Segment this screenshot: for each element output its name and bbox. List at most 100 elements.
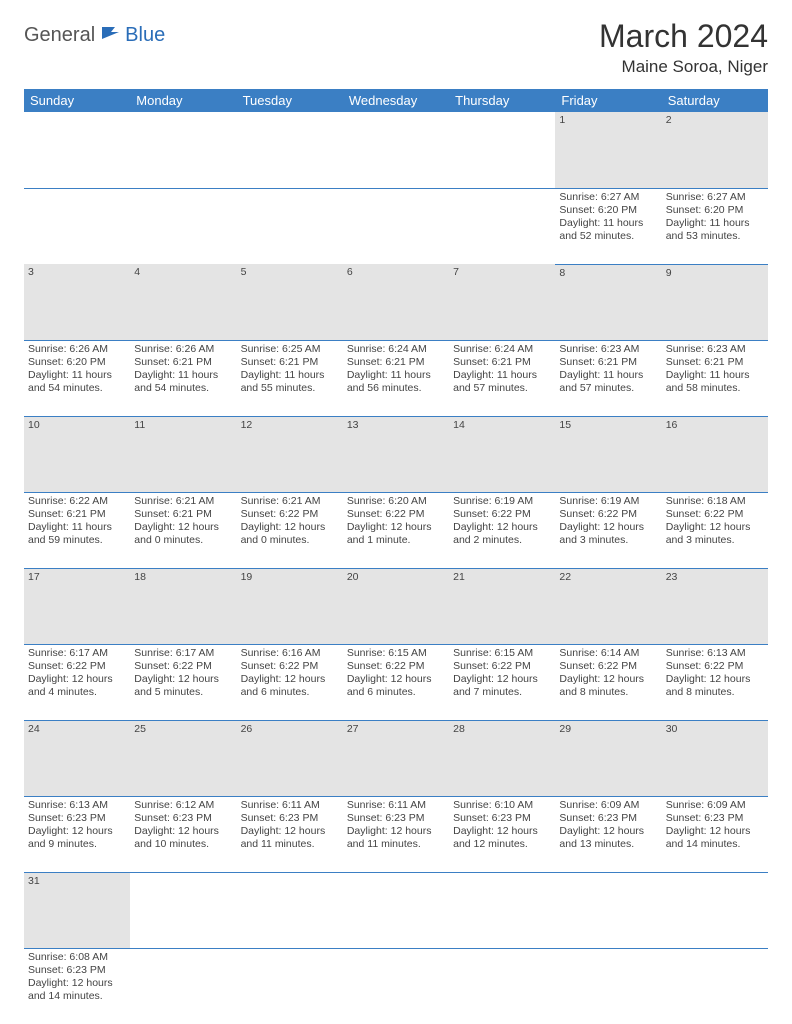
day-detail-line: Sunset: 6:22 PM	[134, 660, 232, 673]
day-detail-line: and 55 minutes.	[241, 382, 339, 395]
day-cell: Sunrise: 6:24 AMSunset: 6:21 PMDaylight:…	[343, 340, 449, 416]
logo-text-general: General	[24, 24, 95, 47]
day-number	[130, 112, 236, 188]
day-cell	[449, 188, 555, 264]
day-detail-line: Sunset: 6:21 PM	[666, 356, 764, 369]
day-number: 8	[555, 264, 661, 340]
header: General Blue March 2024 Maine Soroa, Nig…	[24, 18, 768, 77]
day-detail-line: Daylight: 11 hours	[559, 369, 657, 382]
day-detail-line: Daylight: 11 hours	[28, 369, 126, 382]
day-number	[449, 112, 555, 188]
day-detail-line: Sunrise: 6:08 AM	[28, 951, 126, 964]
day-detail-line: and 0 minutes.	[241, 534, 339, 547]
day-detail-line: Sunset: 6:23 PM	[241, 812, 339, 825]
day-number: 28	[449, 720, 555, 796]
day-cell	[130, 948, 236, 1024]
day-detail-line: and 13 minutes.	[559, 838, 657, 851]
day-detail-line: and 7 minutes.	[453, 686, 551, 699]
day-detail-line: and 8 minutes.	[666, 686, 764, 699]
day-number: 16	[662, 416, 768, 492]
day-detail-line: Sunrise: 6:26 AM	[28, 343, 126, 356]
day-detail-line: Daylight: 12 hours	[559, 673, 657, 686]
day-detail-line: Daylight: 12 hours	[347, 673, 445, 686]
day-number	[662, 872, 768, 948]
day-detail-line: Sunrise: 6:22 AM	[28, 495, 126, 508]
day-detail-line: and 0 minutes.	[134, 534, 232, 547]
day-detail-line: Sunset: 6:21 PM	[241, 356, 339, 369]
day-detail-line: and 56 minutes.	[347, 382, 445, 395]
day-detail-line: Sunset: 6:22 PM	[453, 660, 551, 673]
day-detail-line: Sunset: 6:23 PM	[347, 812, 445, 825]
day-detail-line: Sunrise: 6:23 AM	[559, 343, 657, 356]
day-detail-line: and 54 minutes.	[28, 382, 126, 395]
day-detail-line: Daylight: 12 hours	[559, 825, 657, 838]
day-detail-line: Daylight: 12 hours	[666, 825, 764, 838]
day-cell	[449, 948, 555, 1024]
day-detail-line: Sunset: 6:22 PM	[347, 660, 445, 673]
day-detail-line: Sunset: 6:20 PM	[28, 356, 126, 369]
weekday-header: Monday	[130, 89, 236, 112]
day-number	[237, 872, 343, 948]
day-number: 9	[662, 264, 768, 340]
weekday-header: Wednesday	[343, 89, 449, 112]
day-detail-line: and 4 minutes.	[28, 686, 126, 699]
logo-text-blue: Blue	[125, 24, 165, 47]
day-detail-line: Daylight: 11 hours	[28, 521, 126, 534]
day-cell: Sunrise: 6:19 AMSunset: 6:22 PMDaylight:…	[555, 492, 661, 568]
day-number: 25	[130, 720, 236, 796]
day-cell: Sunrise: 6:16 AMSunset: 6:22 PMDaylight:…	[237, 644, 343, 720]
day-detail-line: and 58 minutes.	[666, 382, 764, 395]
day-content-row: Sunrise: 6:22 AM Sunset: 6:21 PM Daylight:…	[24, 492, 768, 568]
day-number	[24, 112, 130, 188]
day-number-row: 24252627282930	[24, 720, 768, 796]
day-detail-line: Daylight: 12 hours	[453, 825, 551, 838]
day-detail-line: Sunset: 6:21 PM	[134, 508, 232, 521]
day-detail-line: Daylight: 12 hours	[666, 673, 764, 686]
day-number: 18	[130, 568, 236, 644]
day-detail-line: Sunset: 6:23 PM	[134, 812, 232, 825]
day-number: 17	[24, 568, 130, 644]
day-cell: Sunrise: 6:11 AMSunset: 6:23 PMDaylight:…	[343, 796, 449, 872]
day-detail-line: and 9 minutes.	[28, 838, 126, 851]
day-detail-line: Sunset: 6:22 PM	[241, 660, 339, 673]
title-block: March 2024 Maine Soroa, Niger	[599, 18, 768, 77]
day-detail-line: Daylight: 12 hours	[241, 825, 339, 838]
day-detail-line: and 59 minutes.	[28, 534, 126, 547]
day-detail-line: Sunset: 6:21 PM	[134, 356, 232, 369]
day-detail-line: Sunrise: 6:13 AM	[28, 799, 126, 812]
day-detail-line: and 12 minutes.	[453, 838, 551, 851]
day-detail-line: Sunset: 6:20 PM	[666, 204, 764, 217]
day-detail-line: Sunset: 6:21 PM	[347, 356, 445, 369]
day-detail-line: and 3 minutes.	[666, 534, 764, 547]
day-cell	[130, 188, 236, 264]
day-number: 19	[237, 568, 343, 644]
weekday-header: Thursday	[449, 89, 555, 112]
day-detail-line: Sunset: 6:22 PM	[666, 508, 764, 521]
day-number: 31	[24, 872, 130, 948]
day-detail-line: Daylight: 12 hours	[134, 825, 232, 838]
day-cell: Sunrise: 6:25 AMSunset: 6:21 PMDaylight:…	[237, 340, 343, 416]
day-detail-line: Sunset: 6:21 PM	[453, 356, 551, 369]
day-detail-line: Sunrise: 6:21 AM	[241, 495, 339, 508]
day-detail-line: and 3 minutes.	[559, 534, 657, 547]
day-detail-line: Sunrise: 6:14 AM	[559, 647, 657, 660]
day-detail-line: Sunset: 6:22 PM	[559, 508, 657, 521]
day-number: 6	[343, 264, 449, 340]
day-detail-line: Daylight: 12 hours	[347, 521, 445, 534]
day-detail-line: Sunset: 6:22 PM	[241, 508, 339, 521]
day-cell: Sunrise: 6:10 AMSunset: 6:23 PMDaylight:…	[449, 796, 555, 872]
day-detail-line: Daylight: 12 hours	[241, 673, 339, 686]
logo: General Blue	[24, 18, 165, 47]
weekday-header: Saturday	[662, 89, 768, 112]
day-cell: Sunrise: 6:26 AMSunset: 6:20 PMDaylight:…	[24, 340, 130, 416]
day-detail-line: Sunset: 6:23 PM	[666, 812, 764, 825]
day-cell: Sunrise: 6:19 AMSunset: 6:22 PMDaylight:…	[449, 492, 555, 568]
day-detail-line: and 54 minutes.	[134, 382, 232, 395]
day-cell	[662, 948, 768, 1024]
day-number: 5	[237, 264, 343, 340]
day-detail-line: Daylight: 11 hours	[453, 369, 551, 382]
day-number: 11	[130, 416, 236, 492]
day-detail-line: and 11 minutes.	[347, 838, 445, 851]
day-cell	[343, 188, 449, 264]
day-cell: Sunrise: 6:26 AMSunset: 6:21 PMDaylight:…	[130, 340, 236, 416]
